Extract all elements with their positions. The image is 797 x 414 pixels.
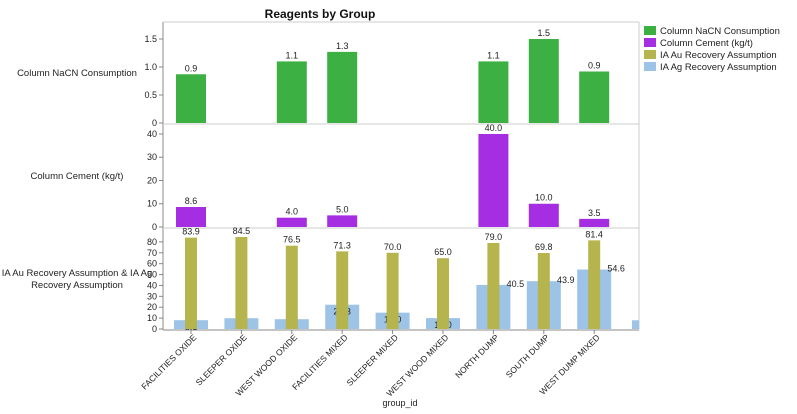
bar-ia-au-recovery-assumption: [537, 252, 550, 329]
x-tick-label: FACILITIES OXIDE: [139, 332, 198, 391]
y-tick-label: 0: [152, 324, 157, 334]
bar-ia-au-recovery-assumption: [285, 245, 298, 329]
data-label: 10.0: [535, 193, 553, 203]
y-tick-label: 10: [147, 313, 157, 323]
y-tick-label: 80: [147, 237, 157, 247]
y-tick-label: 1.5: [144, 34, 157, 44]
data-label: 83.9: [182, 227, 200, 237]
y-tick-label: 30: [147, 152, 157, 162]
y-tick-label: 20: [147, 302, 157, 312]
y-tick-label: 70: [147, 248, 157, 258]
bar-column-cement-kg-t-: [176, 207, 206, 227]
chart-title: Reagents by Group: [265, 7, 376, 21]
bar-column-cement-kg-t-: [276, 217, 307, 227]
bar-ia-ag-recovery-assumption: [632, 320, 639, 329]
x-tick-label: NORTH DUMP: [453, 332, 501, 380]
y-tick-label: 1.0: [144, 62, 157, 72]
data-label: 1.1: [487, 50, 500, 60]
y-axis-label: Column NaCN Consumption: [17, 68, 137, 79]
x-tick-label: SOUTH DUMP: [504, 332, 552, 380]
bar-column-nacn-consumption: [276, 61, 307, 123]
y-tick-label: 0.5: [144, 90, 157, 100]
bar-column-cement-kg-t-: [478, 133, 509, 227]
bar-ia-au-recovery-assumption: [588, 240, 601, 329]
legend-label: Column Cement (kg/t): [660, 38, 753, 49]
legend-swatch: [644, 26, 656, 35]
data-label: 4.0: [286, 207, 299, 217]
data-label: 1.1: [286, 50, 299, 60]
bar-ia-au-recovery-assumption: [336, 251, 349, 329]
legend-swatch: [644, 62, 656, 71]
data-label: 69.8: [535, 242, 553, 252]
y-axis-label: IA Au Recovery Assumption & IA Ag: [2, 268, 153, 279]
legend-label: IA Au Recovery Assumption: [660, 50, 777, 61]
bar-column-nacn-consumption: [579, 71, 610, 123]
bar-ia-au-recovery-assumption: [487, 242, 500, 329]
bar-ia-au-recovery-assumption: [185, 237, 197, 329]
y-tick-label: 10: [147, 199, 157, 209]
bar-ia-au-recovery-assumption: [437, 258, 449, 329]
data-label: 1.3: [336, 41, 349, 51]
y-tick-label: 20: [147, 175, 157, 185]
data-label: 3.5: [588, 208, 601, 218]
bar-ia-au-recovery-assumption: [386, 252, 399, 329]
data-label: 43.9: [557, 275, 575, 285]
bar-column-nacn-consumption: [327, 51, 358, 123]
data-label: 40.5: [507, 279, 525, 289]
bar-column-nacn-consumption: [176, 74, 206, 123]
data-label: 0.9: [588, 60, 601, 70]
bar-column-nacn-consumption: [528, 39, 559, 123]
y-tick-label: 60: [147, 259, 157, 269]
legend-swatch: [644, 50, 656, 59]
x-tick-label: SLEEPER MIXED: [345, 332, 401, 388]
y-tick-label: 50: [147, 270, 157, 280]
bar-column-cement-kg-t-: [579, 218, 610, 227]
bar-column-cement-kg-t-: [528, 203, 559, 227]
y-tick-label: 40: [147, 129, 157, 139]
data-label: 84.5: [233, 226, 251, 236]
y-tick-label: 0: [152, 118, 157, 128]
y-axis-label: Recovery Assumption: [31, 280, 123, 291]
data-label: 0.9: [185, 63, 198, 73]
data-label: 5.0: [336, 204, 349, 214]
data-label: 8.6: [185, 196, 198, 206]
data-label: 65.0: [434, 247, 452, 257]
data-label: 1.5: [538, 28, 551, 38]
y-tick-label: 30: [147, 291, 157, 301]
data-label: 54.6: [607, 264, 625, 274]
data-label: 81.4: [585, 229, 603, 239]
y-axis-label: Column Cement (kg/t): [31, 171, 124, 182]
y-tick-label: 40: [147, 280, 157, 290]
x-tick-label: FACILITIES MIXED: [290, 332, 350, 392]
bar-column-nacn-consumption: [478, 61, 509, 123]
data-label: 70.0: [384, 242, 402, 252]
x-axis-title: group_id: [382, 398, 417, 408]
x-tick-label: SLEEPER OXIDE: [194, 332, 249, 387]
legend-label: Column NaCN Consumption: [660, 26, 780, 37]
data-label: 79.0: [485, 232, 503, 242]
chart-panels: 0 0.5 1.0 1.5 Column NaCN Consumption 0.9 1.1 1…: [2, 21, 640, 334]
legend-swatch: [644, 38, 656, 47]
legend-label: IA Ag Recovery Assumption: [660, 62, 777, 73]
data-label: 71.3: [333, 240, 351, 250]
y-tick-label: 0: [152, 222, 157, 232]
data-label: 40.0: [485, 123, 503, 133]
panel-1: 0 0.5 1.0 1.5 Column NaCN Consumption 0.9 1.1 1…: [17, 28, 610, 128]
bar-column-cement-kg-t-: [327, 215, 358, 227]
bar-ia-au-recovery-assumption: [235, 236, 248, 329]
panel-2: 0 10 20 30 40 Column Cement (kg/t) 8.6 4.0 5.0 40…: [31, 123, 639, 232]
data-label: 76.5: [283, 235, 301, 245]
